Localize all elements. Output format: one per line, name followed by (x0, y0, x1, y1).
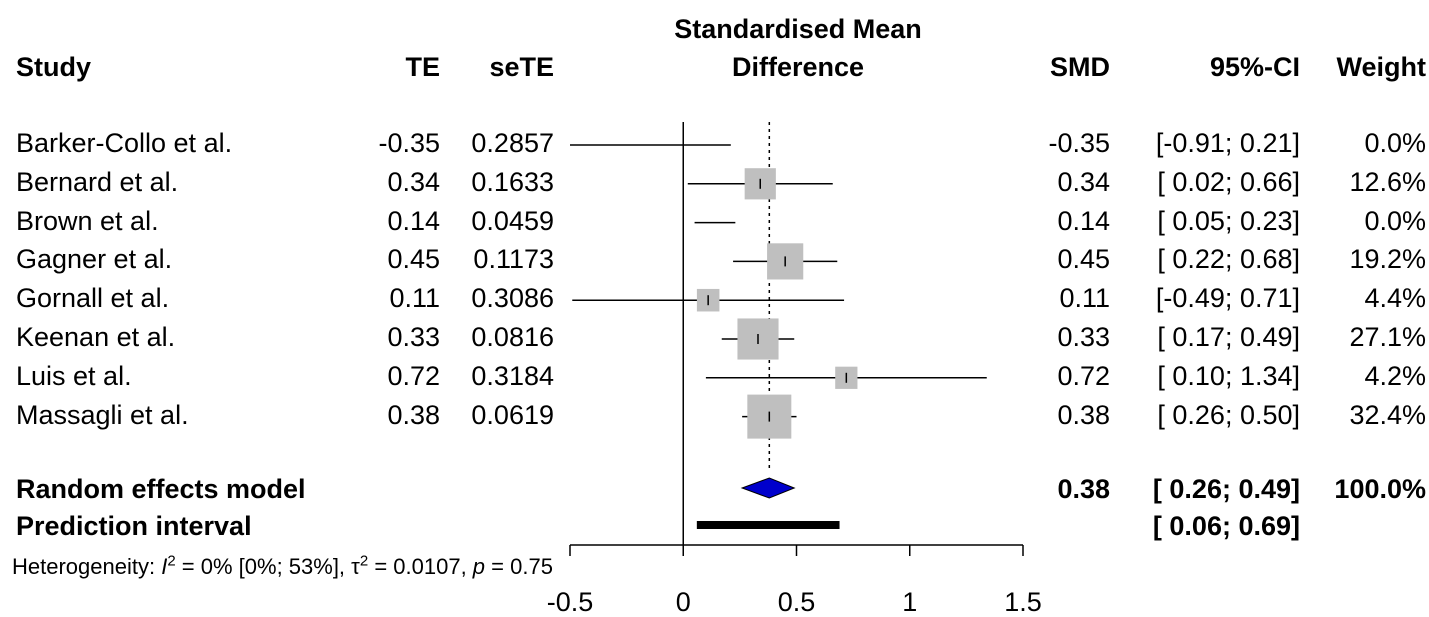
study-ci: [-0.49; 0.71] (1155, 283, 1300, 314)
study-weight: 19.2% (1349, 244, 1426, 275)
heterogeneity-text: Heterogeneity: I2 = 0% [0%; 53%], τ2 = 0… (12, 552, 553, 579)
heterogeneity-i-sup: 2 (167, 552, 176, 570)
study-smd: 0.72 (1057, 360, 1110, 391)
study-ci: [ 0.02; 0.66] (1157, 166, 1300, 197)
study-sete: 0.3184 (471, 360, 554, 391)
study-ci: [ 0.26; 0.50] (1157, 399, 1300, 430)
x-axis-tick-label: 0.5 (778, 587, 816, 617)
study-smd: 0.11 (1059, 283, 1110, 314)
header-sete: seTE (489, 52, 554, 82)
study-ci: [ 0.22; 0.68] (1157, 244, 1300, 275)
study-weight: 27.1% (1349, 322, 1426, 352)
study-smd: 0.45 (1057, 244, 1110, 275)
pooled-diamond (740, 477, 796, 499)
study-weight: 4.4% (1364, 283, 1426, 314)
pooled-weight: 100.0% (1334, 474, 1426, 504)
prediction-interval-bar (696, 521, 840, 529)
heterogeneity-tau-sup: 2 (359, 552, 369, 570)
study-smd: 0.34 (1057, 166, 1110, 197)
pooled-ci: [ 0.26; 0.49] (1152, 474, 1300, 504)
study-sete: 0.1633 (471, 166, 554, 197)
prediction-label: Prediction interval (16, 511, 252, 541)
study-smd: -0.35 (1048, 128, 1110, 158)
study-sete: 0.0459 (471, 205, 554, 236)
study-ci: [ 0.17; 0.49] (1157, 322, 1300, 352)
study-ci: [ 0.10; 1.34] (1157, 360, 1300, 391)
header-ci: 95%-CI (1209, 52, 1300, 82)
heterogeneity-i-value: = 0% [0%; 53%], (175, 554, 352, 579)
study-weight: 32.4% (1349, 399, 1426, 430)
study-name: Gagner et al. (16, 244, 173, 275)
study-name: Gornall et al. (16, 283, 170, 314)
pooled-label: Random effects model (16, 474, 306, 504)
prediction-ci: [ 0.06; 0.69] (1152, 511, 1300, 541)
study-weight: 0.0% (1364, 128, 1426, 158)
study-te: 0.38 (387, 399, 440, 430)
header-smd: SMD (1050, 52, 1110, 82)
heterogeneity-tau-value: = 0.0107, (368, 554, 473, 579)
study-smd: 0.14 (1057, 205, 1110, 236)
study-te: 0.14 (387, 205, 440, 236)
header-plot-line2: Difference (731, 52, 865, 82)
study-name: Bernard et al. (16, 166, 179, 197)
heterogeneity-tau-symbol: τ (351, 554, 360, 579)
study-sete: 0.0619 (471, 399, 554, 430)
study-weight: 4.2% (1364, 360, 1426, 391)
study-te: 0.33 (387, 322, 440, 352)
study-sete: 0.0816 (471, 322, 554, 352)
heterogeneity-prefix: Heterogeneity: (12, 554, 162, 579)
study-sete: 0.1173 (473, 244, 554, 275)
header-plot-line1: Standardised Mean (674, 14, 922, 44)
study-te: 0.45 (387, 244, 440, 275)
study-smd: 0.33 (1057, 322, 1110, 352)
heterogeneity-p-symbol: p (472, 554, 486, 579)
study-te: 0.72 (387, 360, 440, 391)
x-axis-tick-label: -0.5 (547, 587, 594, 617)
study-ci: [-0.91; 0.21] (1155, 128, 1300, 158)
pooled-smd: 0.38 (1057, 474, 1110, 504)
study-te: -0.35 (378, 128, 440, 158)
study-sete: 0.3086 (471, 283, 554, 314)
study-name: Massagli et al. (16, 399, 189, 430)
study-name: Keenan et al. (16, 322, 176, 352)
x-axis-tick-label: 1 (902, 587, 917, 617)
study-te: 0.34 (387, 166, 440, 197)
study-te: 0.11 (389, 283, 440, 314)
heterogeneity-p-value: = 0.75 (485, 554, 553, 579)
header-weight: Weight (1336, 52, 1427, 82)
study-sete: 0.2857 (471, 128, 554, 158)
study-name: Brown et al. (16, 205, 159, 236)
study-name: Barker-Collo et al. (16, 128, 233, 158)
heterogeneity-i-symbol: I (161, 554, 168, 579)
study-smd: 0.38 (1057, 399, 1110, 430)
header-study: Study (16, 52, 92, 82)
study-name: Luis et al. (16, 360, 132, 391)
study-weight: 0.0% (1364, 205, 1426, 236)
x-axis-tick-label: 0 (676, 587, 691, 617)
header-te: TE (405, 52, 440, 82)
study-weight: 12.6% (1349, 166, 1426, 197)
x-axis-tick-label: 1.5 (1004, 587, 1042, 617)
study-ci: [ 0.05; 0.23] (1157, 205, 1300, 236)
